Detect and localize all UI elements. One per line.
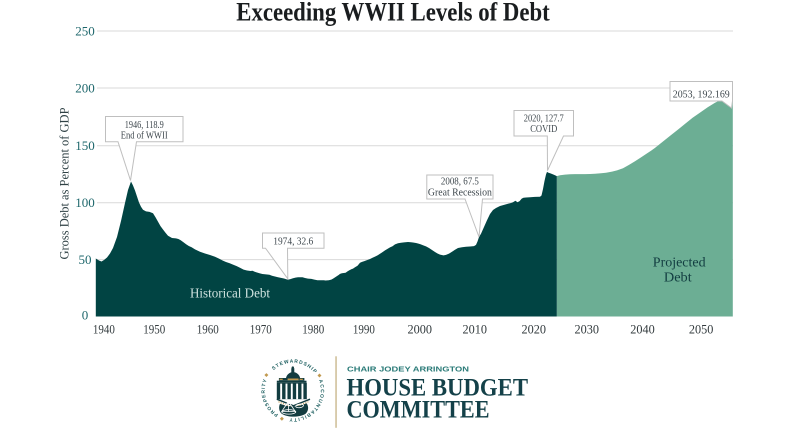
svg-text:100: 100	[75, 195, 95, 210]
svg-text:COMMITTEE: COMMITTEE	[347, 396, 490, 423]
svg-text:2053, 192.169: 2053, 192.169	[673, 90, 730, 101]
svg-text:200: 200	[75, 80, 95, 95]
svg-text:250: 250	[75, 23, 95, 38]
svg-text:COVID: COVID	[530, 124, 557, 135]
svg-text:1990: 1990	[353, 321, 375, 336]
svg-text:50: 50	[79, 252, 92, 267]
svg-text:2008, 67.5: 2008, 67.5	[441, 176, 479, 187]
svg-text:Debt: Debt	[664, 270, 692, 285]
svg-text:2020: 2020	[522, 321, 547, 336]
svg-text:End of WWII: End of WWII	[121, 131, 168, 142]
svg-text:Gross Debt as Percent of GDP: Gross Debt as Percent of GDP	[58, 107, 72, 259]
svg-text:2040: 2040	[630, 321, 655, 336]
svg-text:1950: 1950	[143, 321, 165, 336]
svg-text:1960: 1960	[197, 321, 219, 336]
svg-text:Great Recession: Great Recession	[428, 188, 493, 199]
svg-text:2050: 2050	[689, 321, 714, 336]
svg-text:2020, 127.7: 2020, 127.7	[524, 113, 564, 124]
svg-text:Projected: Projected	[653, 255, 706, 270]
svg-text:2010: 2010	[462, 321, 487, 336]
svg-text:1970: 1970	[250, 321, 272, 336]
svg-text:2000: 2000	[407, 321, 432, 336]
svg-text:150: 150	[75, 138, 95, 153]
svg-text:HOUSE BUDGET: HOUSE BUDGET	[347, 374, 529, 401]
svg-text:Historical Debt: Historical Debt	[190, 285, 270, 300]
svg-text:0: 0	[82, 308, 89, 323]
svg-text:Exceeding WWII Levels of Debt: Exceeding WWII Levels of Debt	[236, 0, 550, 27]
svg-text:1980: 1980	[302, 321, 324, 336]
svg-text:1940: 1940	[93, 321, 115, 336]
svg-text:2030: 2030	[575, 321, 600, 336]
svg-text:1946, 118.9: 1946, 118.9	[125, 120, 164, 131]
svg-text:1974, 32.6: 1974, 32.6	[273, 236, 313, 247]
svg-text:CHAIR JODEY ARRINGTON: CHAIR JODEY ARRINGTON	[347, 365, 469, 374]
